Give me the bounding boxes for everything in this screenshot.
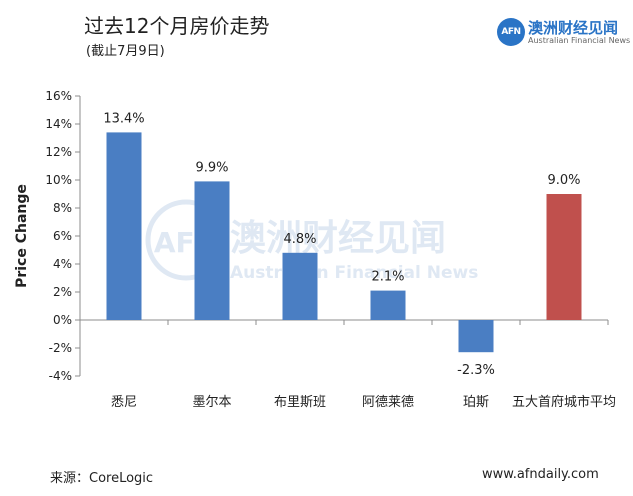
y-tick-label: 14% — [45, 117, 72, 131]
logo-badge-icon: AFN — [497, 18, 525, 46]
bars — [106, 132, 582, 353]
y-tick-label: 2% — [53, 285, 72, 299]
chart-subtitle: (截止7月9日) — [86, 44, 165, 59]
data-label-5: -2.3% — [457, 363, 495, 378]
watermark-name-en: Australian Financial News — [230, 263, 478, 283]
x-tick-label-6: 五大首府城市平均 — [512, 394, 616, 410]
data-label-4: 2.1% — [371, 270, 404, 285]
bar-1 — [106, 132, 142, 320]
bar-5 — [458, 320, 494, 353]
y-ticks: -4% -2% 0% 2% 4% 6% 8% 10% 12% 14% 16% — [45, 89, 80, 383]
source-note: 来源：CoreLogic — [50, 471, 154, 486]
x-tick-label-2: 墨尔本 — [192, 395, 231, 410]
bar-3 — [282, 252, 318, 320]
watermark-name-cn: 澳洲财经见闻 — [230, 218, 446, 259]
x-tick-label-3: 布里斯班 — [274, 395, 326, 410]
logo-name-en: Australian Financial News — [528, 36, 631, 45]
chart-title: 过去12个月房价走势 — [84, 14, 270, 38]
y-tick-label: 0% — [53, 313, 72, 327]
y-tick-label: 12% — [45, 145, 72, 159]
x-tick-label-5: 珀斯 — [463, 395, 489, 410]
website-link[interactable]: www.afndaily.com — [482, 467, 599, 482]
y-tick-label: -2% — [49, 341, 72, 355]
y-tick-label: 10% — [45, 173, 72, 187]
brand-logo: AFN 澳洲财经见闻 Australian Financial News — [497, 17, 630, 47]
y-axis-label: Price Change — [14, 184, 30, 288]
y-tick-label: 8% — [53, 201, 72, 215]
logo-name-cn: 澳洲财经见闻 — [528, 19, 619, 37]
bar-6 — [546, 194, 582, 320]
y-tick-label: 6% — [53, 229, 72, 243]
data-labels: 13.4% 9.9% 4.8% 2.1% -2.3% 9.0% — [103, 111, 580, 378]
y-tick-label: -4% — [49, 369, 72, 383]
data-label-3: 4.8% — [283, 232, 316, 247]
data-label-1: 13.4% — [103, 111, 144, 126]
bar-4 — [370, 290, 406, 320]
y-tick-label: 4% — [53, 257, 72, 271]
x-tick-label-4: 阿德莱德 — [362, 395, 414, 410]
y-tick-label: 16% — [45, 89, 72, 103]
x-tick-label-1: 悉尼 — [111, 395, 137, 410]
bar-2 — [194, 181, 230, 320]
data-label-6: 9.0% — [547, 173, 580, 188]
data-label-2: 9.9% — [195, 160, 228, 175]
x-tick-labels: 悉尼 墨尔本 布里斯班 阿德莱德 珀斯 五大首府城市平均 — [79, 320, 616, 410]
